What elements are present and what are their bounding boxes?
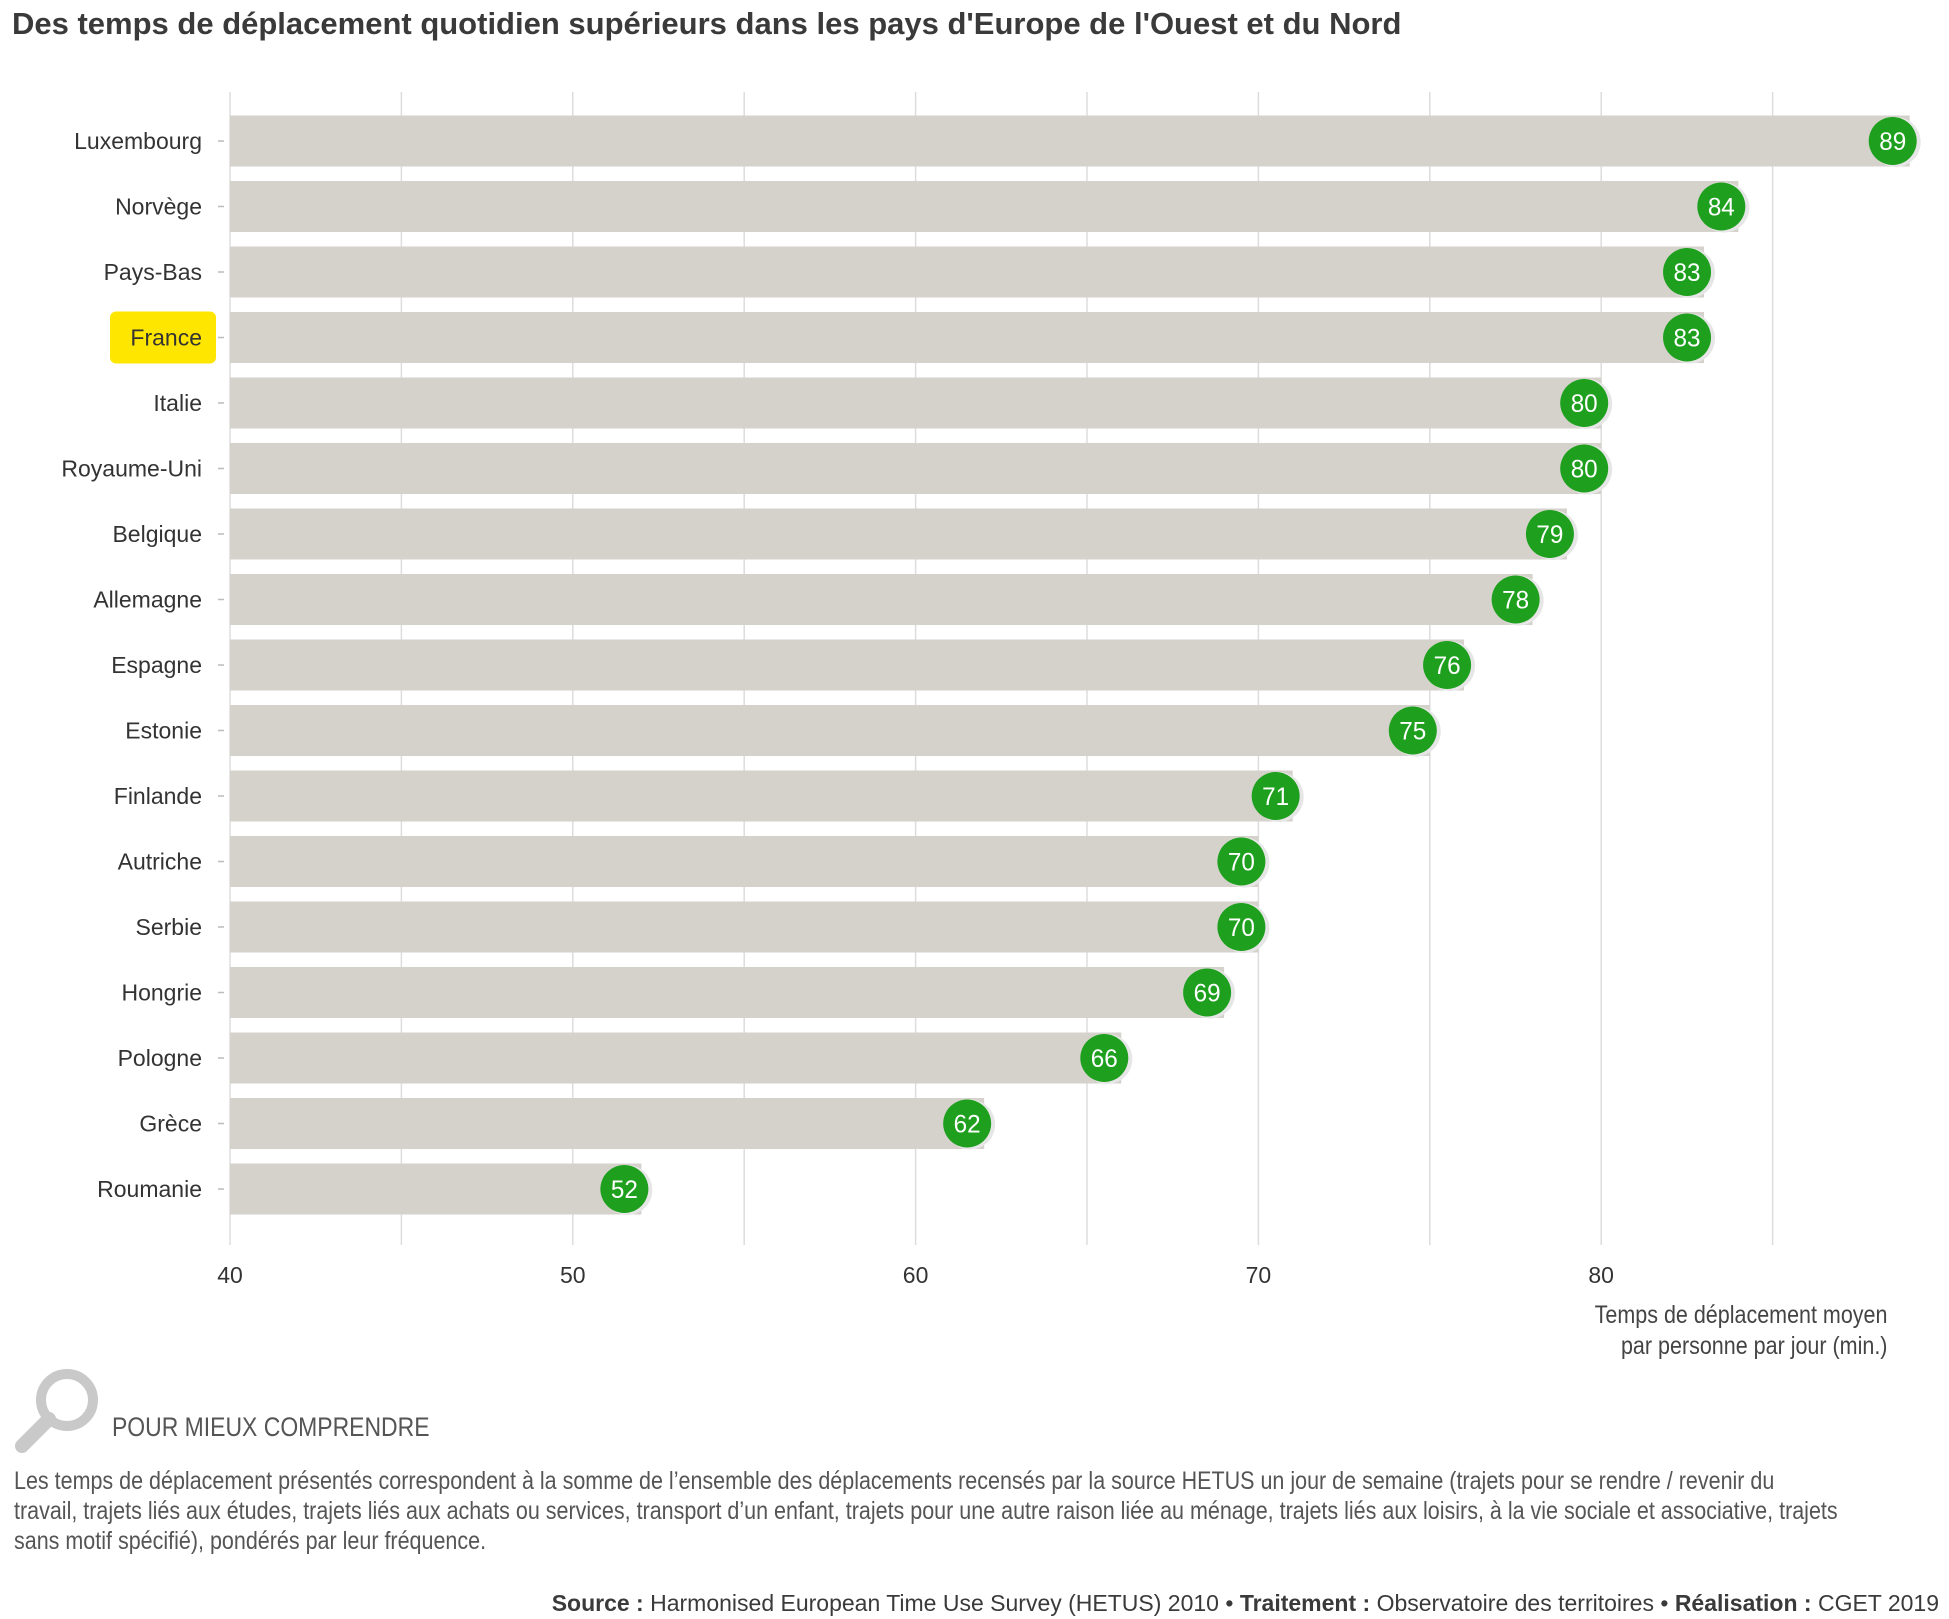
bar [230, 1163, 642, 1215]
value-marker [1663, 313, 1712, 362]
x-axis-label: Temps de déplacement moyen par personne … [1594, 1300, 1887, 1362]
data-label: 80 [1571, 390, 1598, 418]
category-label: Serbie [136, 914, 202, 940]
chart-title: Des temps de déplacement quotidien supér… [12, 6, 1402, 41]
x-axis-ticks: 40 50 60 70 80 [217, 1262, 1614, 1288]
bar [230, 639, 1465, 691]
data-label: 84 [1708, 194, 1735, 222]
value-marker [1491, 575, 1540, 624]
highlight-badge [110, 311, 216, 364]
data-label: 71 [1262, 783, 1289, 811]
data-label: 70 [1228, 849, 1255, 877]
source-credits: Source : Harmonised European Time Use Su… [552, 1590, 1939, 1617]
x-axis-label-line: Temps de déplacement moyen [1594, 1301, 1887, 1329]
magnifier-icon [15, 1369, 98, 1453]
bar [230, 1098, 985, 1149]
value-marker [1560, 444, 1609, 493]
realisation-label: Réalisation : [1674, 1590, 1812, 1616]
bar [230, 705, 1430, 756]
x-axis-label-line: par personne par jour (min.) [1620, 1332, 1887, 1360]
x-tick-label: 40 [217, 1262, 243, 1288]
data-label: 83 [1674, 259, 1701, 287]
data-label: 69 [1194, 980, 1221, 1008]
value-marker [1525, 510, 1574, 558]
category-label: Finlande [114, 783, 202, 809]
category-label: Grèce [139, 1111, 202, 1137]
value-marker [1423, 641, 1472, 689]
category-label: Hongrie [121, 980, 202, 1006]
category-label: Estonie [125, 718, 202, 744]
help-text-line: travail, trajets liés aux études, trajet… [14, 1497, 1838, 1525]
category-label: Roumanie [97, 1176, 202, 1202]
source-label: Source : [551, 1590, 644, 1616]
category-label: Belgique [112, 521, 202, 547]
value-marker [1080, 1034, 1129, 1082]
category-label: Pays-Bas [104, 259, 202, 285]
category-label: France [130, 325, 202, 351]
x-tick-label: 50 [560, 1262, 586, 1288]
bar [230, 574, 1533, 625]
bar [230, 443, 1602, 494]
treatment-value: Observatoire des territoires [1376, 1590, 1654, 1616]
data-label: 62 [954, 1111, 981, 1139]
bars [230, 115, 1910, 1215]
bar [230, 508, 1567, 560]
bar [230, 312, 1705, 363]
category-label: Royaume-Uni [61, 456, 202, 482]
category-label: Luxembourg [74, 128, 202, 154]
data-label: 89 [1879, 128, 1906, 156]
bar [230, 967, 1225, 1018]
realisation-value: CGET 2019 [1817, 1590, 1939, 1616]
x-tick-label: 80 [1588, 1262, 1614, 1288]
value-marker [1868, 117, 1917, 165]
data-label: 78 [1502, 587, 1529, 615]
category-labels: Luxembourg Norvège Pays-Bas France Italie Roy… [61, 128, 224, 1202]
value-marker [943, 1099, 992, 1148]
bar [230, 246, 1705, 298]
data-label: 79 [1536, 521, 1563, 549]
separator: • [1225, 1590, 1234, 1616]
help-text: Les temps de déplacement présentés corre… [14, 1466, 1838, 1556]
bar [230, 115, 1910, 167]
value-marker [1251, 772, 1300, 820]
bar [230, 901, 1259, 953]
category-label: Autriche [118, 849, 202, 875]
value-marker [1217, 837, 1266, 886]
data-label: 70 [1228, 914, 1255, 942]
data-label: 66 [1091, 1045, 1118, 1073]
data-label: 75 [1399, 718, 1426, 746]
x-tick-label: 60 [903, 1262, 929, 1288]
value-markers: 89 84 83 83 80 80 79 78 76 75 71 70 70 69 66 62 52 [600, 117, 1921, 1215]
data-label: 76 [1434, 652, 1461, 680]
data-label: 80 [1571, 456, 1598, 484]
value-marker [1388, 706, 1437, 755]
bar [230, 836, 1259, 887]
treatment-label: Traitement : [1239, 1590, 1371, 1616]
data-label: 83 [1674, 325, 1701, 353]
category-label: Norvège [115, 194, 202, 220]
bar [230, 770, 1293, 822]
separator: • [1660, 1590, 1669, 1616]
category-label: Allemagne [93, 587, 202, 613]
bar [230, 181, 1739, 232]
value-marker [1217, 903, 1266, 951]
x-tick-label: 70 [1246, 1262, 1272, 1288]
data-label: 52 [611, 1176, 638, 1204]
category-label: Pologne [118, 1045, 202, 1071]
value-marker [1560, 379, 1609, 427]
help-text-line: Les temps de déplacement présentés corre… [14, 1467, 1775, 1495]
category-label: Italie [153, 390, 202, 416]
help-heading: POUR MIEUX COMPRENDRE [112, 1412, 430, 1442]
value-marker [1663, 248, 1712, 296]
bar [230, 1032, 1122, 1084]
value-marker [600, 1165, 649, 1213]
help-text-line: sans motif spécifié), pondérés par leur … [14, 1527, 487, 1555]
value-marker [1183, 968, 1232, 1017]
source-value: Harmonised European Time Use Survey (HET… [650, 1590, 1219, 1616]
value-marker [1697, 182, 1746, 231]
category-label: Espagne [111, 652, 202, 678]
bar-chart: Luxembourg Norvège Pays-Bas France Italie Roy… [61, 92, 1921, 1288]
bar [230, 377, 1602, 429]
